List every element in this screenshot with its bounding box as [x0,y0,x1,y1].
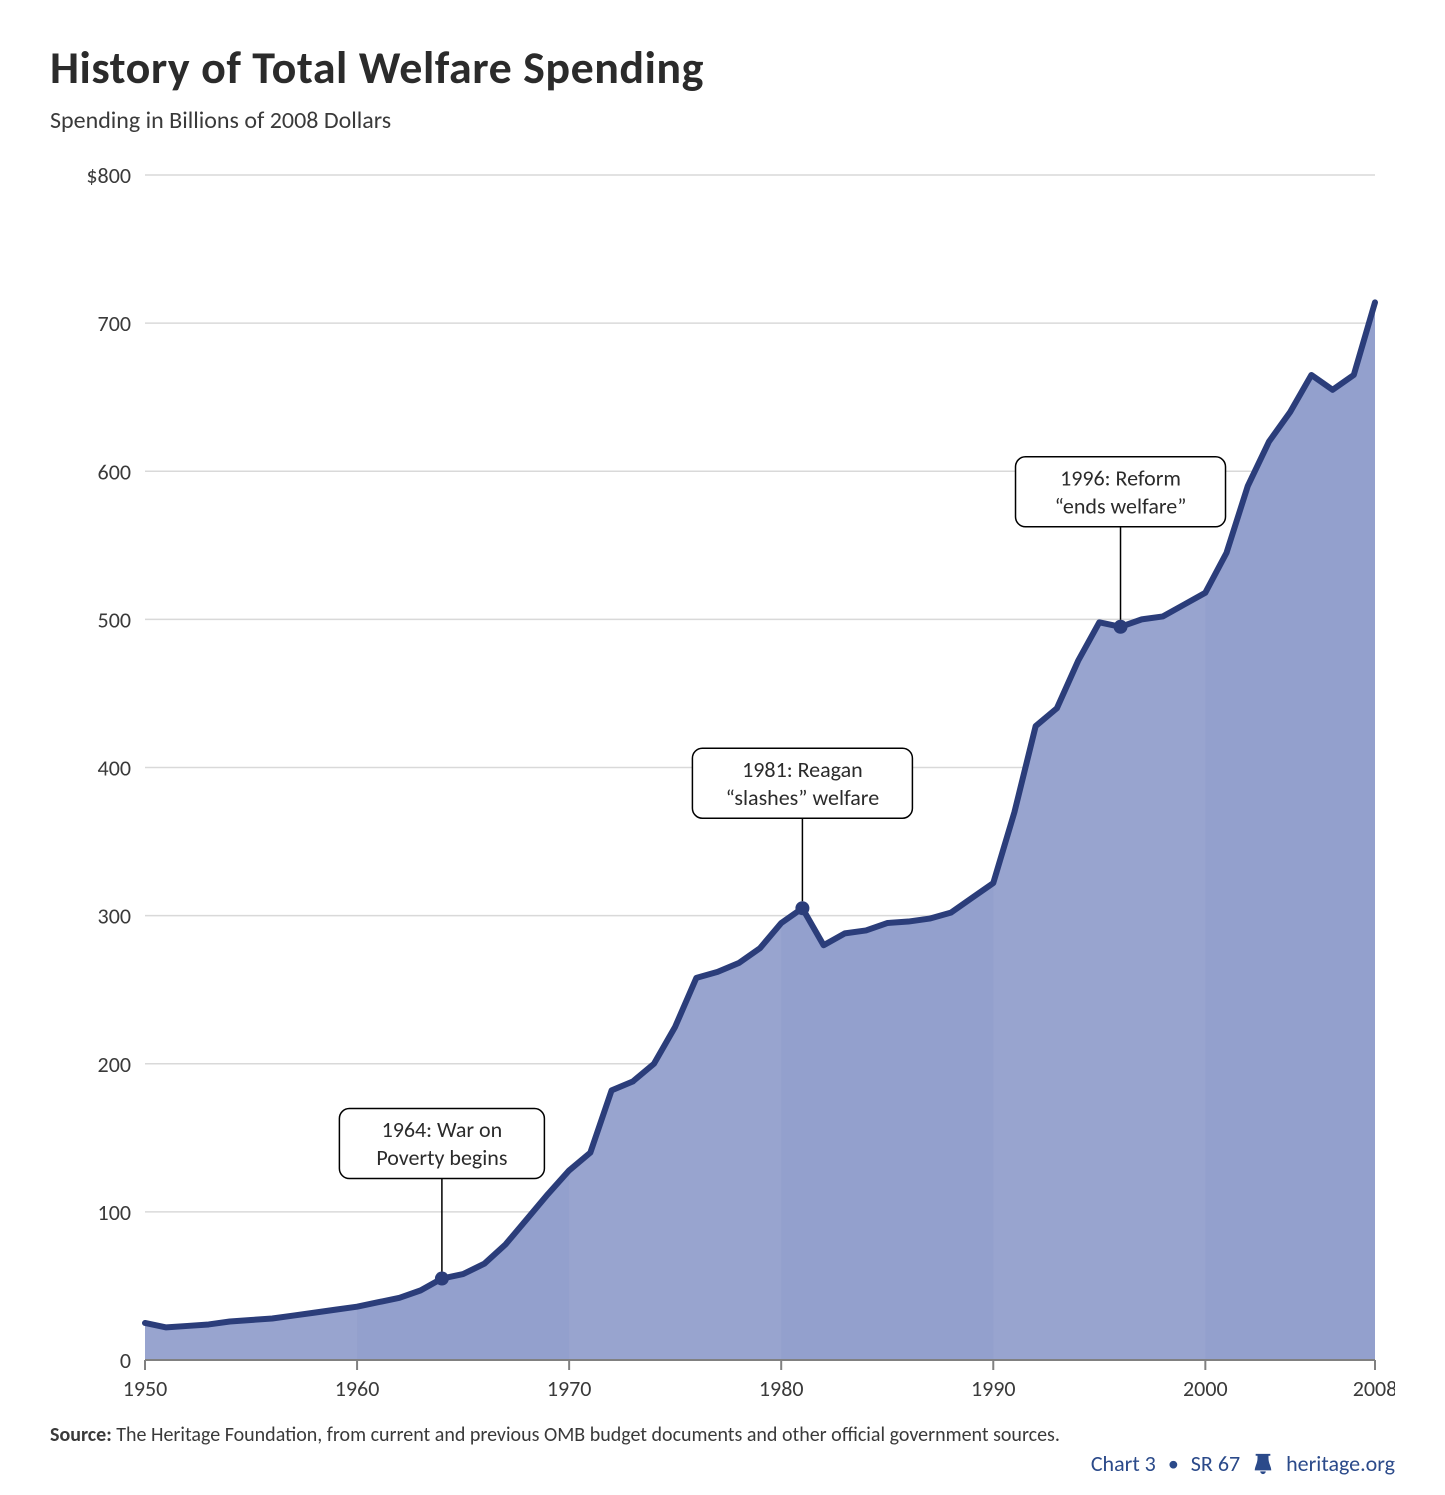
footer-site: heritage.org [1286,1450,1395,1477]
svg-text:1981: Reagan: 1981: Reagan [742,756,863,783]
svg-text:1970: 1970 [547,1375,592,1402]
svg-text:400: 400 [98,755,131,782]
svg-text:1964: War on: 1964: War on [382,1116,503,1143]
chart-subtitle: Spending in Billions of 2008 Dollars [50,106,1395,135]
liberty-bell-icon [1252,1451,1274,1477]
svg-text:1960: 1960 [335,1375,380,1402]
source-line: Source: The Heritage Foundation, from cu… [50,1423,1395,1447]
svg-text:Poverty begins: Poverty begins [376,1144,507,1171]
chart-container: 0 100 200 300 400 500 600 700 $800 1950 1960 1970 19… [50,155,1395,1415]
footer-sr-label: SR 67 [1191,1450,1240,1477]
svg-text:100: 100 [98,1199,131,1226]
svg-text:“slashes” welfare: “slashes” welfare [726,784,880,811]
svg-text:300: 300 [98,903,131,930]
svg-text:2000: 2000 [1183,1375,1228,1402]
svg-text:200: 200 [98,1051,131,1078]
svg-text:$800: $800 [86,162,131,189]
area-chart: 0 100 200 300 400 500 600 700 $800 1950 1960 1970 19… [50,155,1395,1415]
svg-text:1990: 1990 [971,1375,1016,1402]
chart-title: History of Total Welfare Spending [50,40,1395,96]
svg-text:1996: Reform: 1996: Reform [1060,464,1181,491]
source-label: Source: [50,1423,112,1447]
svg-text:1980: 1980 [759,1375,804,1402]
source-text: The Heritage Foundation, from current an… [116,1423,1060,1447]
footer-separator: • [1168,1450,1179,1477]
svg-text:500: 500 [98,606,131,633]
svg-text:1950: 1950 [123,1375,168,1402]
svg-text:0: 0 [120,1347,131,1374]
footer-credit: Chart 3 • SR 67 heritage.org [1091,1450,1395,1477]
svg-text:700: 700 [98,310,131,337]
svg-text:600: 600 [98,458,131,485]
footer-chart-label: Chart 3 [1091,1450,1156,1477]
svg-text:2008: 2008 [1353,1375,1395,1402]
svg-text:“ends welfare”: “ends welfare” [1055,492,1187,519]
